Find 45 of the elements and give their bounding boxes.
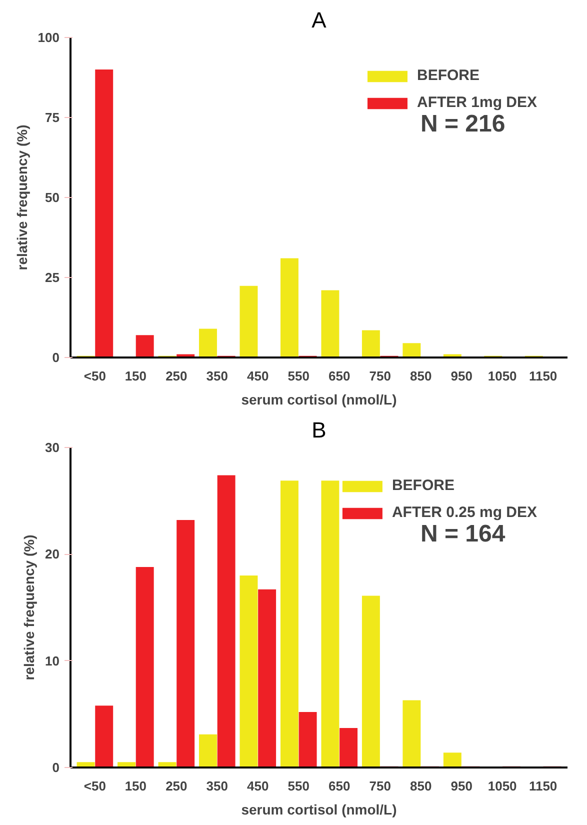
y-tick-label: 0 [52,760,60,775]
x-tick-label: 850 [410,368,432,384]
x-tick-label: 1150 [528,778,558,794]
x-tick-label: <50 [84,368,106,384]
y-tick-label: 50 [45,190,60,205]
x-tick-label: 150 [124,368,147,384]
x-tick-label: 450 [247,778,269,794]
legend-label: AFTER 0.25 mg DEX [392,504,537,521]
y-tick-label: 10 [45,653,60,668]
x-tick-label: 550 [288,368,310,384]
legend-label: BEFORE [416,67,480,84]
y-tick-label: 30 [45,440,60,455]
chart-title: A [312,8,327,32]
legend-label: AFTER 1mg DEX [416,94,537,111]
x-axis-title: serum cortisol (nmol/L) [241,392,397,408]
x-tick-label: <50 [84,778,106,794]
x-tick-label: 950 [450,368,472,384]
x-axis-title: serum cortisol (nmol/L) [241,802,397,818]
x-tick-label: 650 [328,368,350,384]
y-tick-label: 75 [45,110,60,125]
x-tick-label: 450 [247,368,269,384]
y-tick-label: 100 [38,30,60,45]
x-tick-label: 350 [206,778,228,794]
x-tick-label: 850 [410,778,432,794]
x-tick-label: 950 [450,778,472,794]
y-tick-label: 25 [45,270,60,285]
legend-label: BEFORE [392,477,454,494]
x-tick-label: 1050 [488,778,517,794]
x-tick-label: 350 [206,368,228,384]
x-tick-label: 1150 [528,368,558,384]
y-tick-label: 0 [52,350,60,365]
y-axis-title: relative frequency (%) [21,534,38,680]
annotation: N = 216 [420,110,506,138]
x-tick-label: 750 [369,368,391,384]
x-tick-label: 250 [166,778,188,794]
y-axis-title: relative frequency (%) [14,124,30,270]
chart-title: B [312,418,326,442]
x-tick-label: 150 [124,778,147,794]
x-tick-label: 650 [328,778,350,794]
x-tick-label: 550 [288,778,310,794]
annotation: N = 164 [420,520,506,548]
x-tick-label: 250 [166,368,188,384]
x-tick-label: 1050 [488,368,517,384]
x-tick-label: 750 [369,778,391,794]
y-tick-label: 20 [45,546,60,562]
